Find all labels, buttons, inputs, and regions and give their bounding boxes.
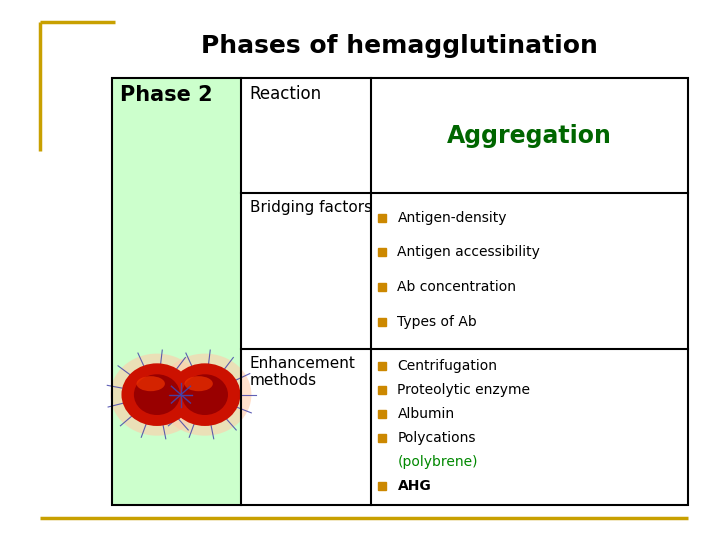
Text: AHG: AHG	[397, 479, 431, 492]
Bar	[112, 78, 241, 505]
Bar	[112, 78, 688, 505]
Text: Antigen accessibility: Antigen accessibility	[397, 245, 540, 259]
Text: Bridging factors: Bridging factors	[250, 200, 372, 215]
Ellipse shape	[122, 363, 192, 426]
Text: Phase 2: Phase 2	[120, 85, 213, 105]
Text: Aggregation: Aggregation	[447, 124, 611, 148]
Ellipse shape	[158, 354, 251, 436]
Text: Proteolytic enzyme: Proteolytic enzyme	[397, 383, 531, 397]
Ellipse shape	[169, 363, 240, 426]
Ellipse shape	[110, 354, 204, 436]
Ellipse shape	[137, 376, 165, 391]
Text: Albumin: Albumin	[397, 407, 454, 421]
Text: Types of Ab: Types of Ab	[397, 314, 477, 328]
Ellipse shape	[184, 376, 213, 391]
Text: Enhancement
methods: Enhancement methods	[250, 356, 356, 388]
Text: Ab concentration: Ab concentration	[397, 280, 516, 294]
Text: Phases of hemagglutination: Phases of hemagglutination	[201, 34, 598, 58]
Text: Antigen-density: Antigen-density	[397, 211, 507, 225]
Text: Centrifugation: Centrifugation	[397, 359, 498, 373]
Ellipse shape	[134, 374, 180, 415]
Text: (polybrene): (polybrene)	[397, 455, 478, 469]
Text: Polycations: Polycations	[397, 431, 476, 445]
Text: Reaction: Reaction	[250, 85, 322, 103]
Ellipse shape	[182, 374, 228, 415]
